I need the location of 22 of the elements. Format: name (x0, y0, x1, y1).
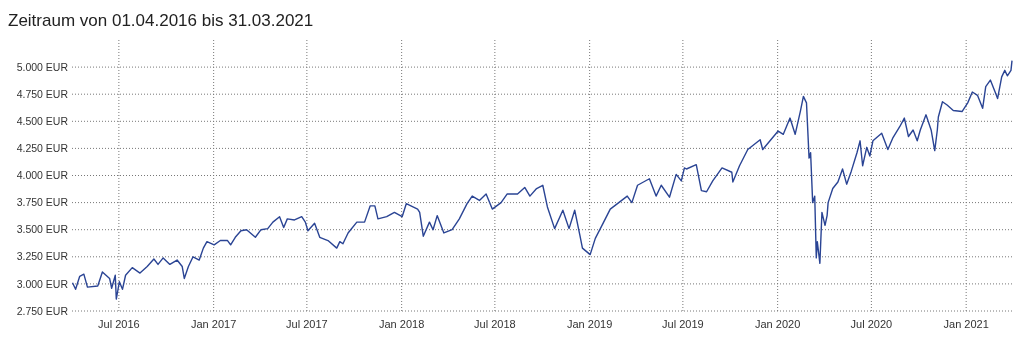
x-tick-label: Jul 2017 (286, 318, 328, 330)
y-tick-label: 2.750 EUR (16, 304, 69, 317)
line-series (71, 59, 1013, 300)
x-tick-label: Jul 2020 (850, 318, 893, 330)
x-tick-label: Jan 2020 (755, 318, 801, 330)
y-tick-label: 3.250 EUR (16, 250, 69, 263)
x-tick-label: Jan 2018 (379, 318, 425, 330)
y-tick-label: 4.500 EUR (16, 114, 69, 127)
y-tick-label: 3.000 EUR (16, 277, 69, 290)
x-tick-label: Jan 2021 (943, 318, 989, 330)
y-tick-label: 4.250 EUR (16, 142, 69, 155)
y-tick-label: 5.000 EUR (16, 60, 69, 73)
y-tick-label: 3.750 EUR (16, 196, 69, 209)
x-tick-label: Jan 2017 (191, 318, 237, 330)
y-tick-label: 4.000 EUR (16, 169, 69, 182)
x-tick-label: Jul 2016 (98, 318, 140, 330)
chart-title: Zeitraum von 01.04.2016 bis 31.03.2021 (8, 11, 314, 30)
y-tick-label: 3.500 EUR (16, 223, 69, 236)
x-tick-label: Jan 2019 (567, 318, 613, 330)
x-tick-label: Jul 2018 (474, 318, 516, 330)
x-tick-label: Jul 2019 (662, 318, 704, 330)
y-tick-label: 4.750 EUR (16, 87, 69, 100)
